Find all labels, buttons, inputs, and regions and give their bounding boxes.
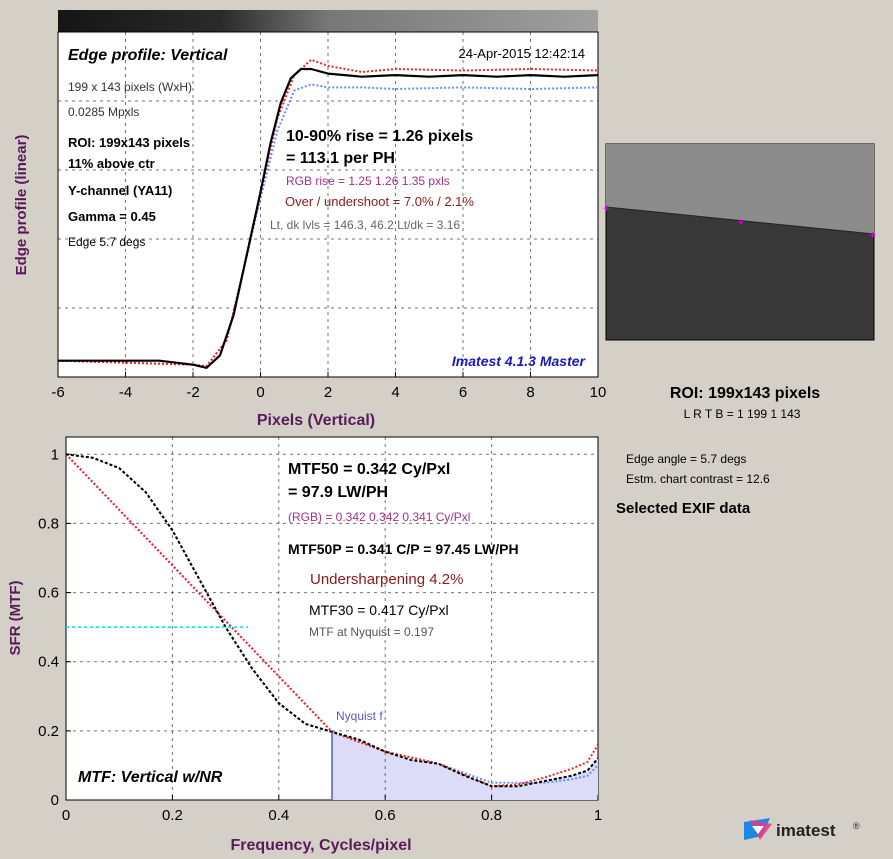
mtf-x-tick-label: 1 — [594, 807, 602, 824]
info-roi: ROI: 199x143 pixels — [68, 135, 190, 150]
roi-thumbnail: + + + — [603, 143, 876, 341]
nyquist-shaded-area — [332, 731, 598, 800]
roi-title: ROI: 199x143 pixels — [670, 385, 820, 402]
mtf-x-tick-label: 0.4 — [268, 807, 289, 824]
edge-timestamp: 24-Apr-2015 12:42:14 — [459, 46, 585, 61]
mtf-y-tick-label: 0.2 — [38, 723, 59, 740]
edge-x-tick-label: 4 — [391, 384, 399, 401]
nyquist-label: Nyquist f — [336, 709, 383, 723]
nyquist-fill — [332, 731, 598, 800]
imatest-logo-icon — [744, 818, 772, 840]
edge-red-trace — [58, 58, 598, 368]
gray-strip — [58, 10, 598, 32]
edge-title: Edge profile: Vertical — [68, 47, 228, 64]
rgb-rise-text: RGB rise = 1.25 1.26 1.35 pxls — [286, 174, 450, 188]
mtf50p-text: MTF50P = 0.341 C/P = 97.45 LW/PH — [288, 541, 519, 557]
edge-x-tick-label: -6 — [51, 384, 64, 401]
mtf-ylabel: SFR (MTF) — [7, 581, 24, 656]
chart-contrast-text: Estm. chart contrast = 12.6 — [626, 472, 770, 486]
logo-text: imatest — [776, 821, 836, 840]
info-gamma: Gamma = 0.45 — [68, 209, 156, 224]
edge-x-tick-label: 6 — [459, 384, 467, 401]
mtf-y-tick-label: 0.4 — [38, 654, 59, 671]
rgb-mtf-text: (RGB) = 0.342 0.342 0.341 Cy/Pxl — [288, 510, 470, 524]
mtf-curves — [66, 453, 598, 788]
info-above-ctr: 11% above ctr — [68, 156, 155, 171]
edge-curves — [58, 58, 598, 369]
mtf-x-tick-label: 0.2 — [162, 807, 183, 824]
edge-x-tick-label: 0 — [256, 384, 264, 401]
edge-x-tick-label: -2 — [186, 384, 199, 401]
mtf-y-tick-label: 0 — [51, 792, 59, 809]
mtf-xlabel: Frequency, Cycles/pixel — [230, 837, 411, 854]
undersharpening-text: Undersharpening 4.2% — [310, 571, 463, 588]
mtf-corner-label: MTF: Vertical w/NR — [78, 769, 223, 786]
mtf50-text-1: MTF50 = 0.342 Cy/Pxl — [288, 461, 450, 478]
mtf-grid — [66, 437, 598, 800]
mtf-y-tick-label: 0.6 — [38, 585, 59, 602]
edge-blue-trace — [58, 83, 598, 368]
roi-marker-left: + — [603, 201, 610, 215]
edge-x-tick-label: 8 — [526, 384, 534, 401]
edge-x-tick-label: 10 — [590, 384, 607, 401]
info-mpxls: 0.0285 Mpxls — [68, 105, 139, 119]
info-channel: Y-channel (YA11) — [68, 183, 172, 198]
mtf30-text: MTF30 = 0.417 Cy/Pxl — [309, 602, 449, 618]
levels-text: Lt, dk lvls = 146.3, 46.2 Lt/dk = 3.16 — [270, 218, 460, 232]
mtf-red-trace — [66, 453, 598, 788]
mtf-y-tick-label: 0.8 — [38, 515, 59, 532]
version-label: Imatest 4.1.3 Master — [452, 353, 587, 369]
edge-x-tick-label: -4 — [119, 384, 132, 401]
roi-marker-right: + — [869, 228, 876, 242]
info-dims: 199 x 143 pixels (WxH) — [68, 80, 192, 94]
mtf-luma-trace — [66, 453, 598, 788]
mtf-x-tick-label: 0.8 — [481, 807, 502, 824]
mtf-x-tick-label: 0 — [62, 807, 70, 824]
mtf-y-tick-label: 1 — [51, 446, 59, 463]
info-edge-degs: Edge 5.7 degs — [68, 235, 145, 249]
rise-text-2: = 113.1 per PH — [286, 150, 395, 167]
edge-grid — [58, 32, 598, 377]
roi-marker-center: + — [737, 215, 744, 229]
mtf50-text-2: = 97.9 LW/PH — [288, 484, 388, 501]
roi-coords: L R T B = 1 199 1 143 — [684, 407, 801, 421]
edge-ylabel: Edge profile (linear) — [13, 135, 30, 276]
logo-registered-mark: ® — [853, 821, 860, 831]
imatest-logo: imatest ® — [744, 818, 860, 840]
exif-heading: Selected EXIF data — [616, 500, 751, 517]
mtf-ticks: 0 0.2 0.4 0.6 0.8 1 0 0.2 0.4 0.6 0.8 1 — [38, 446, 602, 824]
edge-xlabel: Pixels (Vertical) — [257, 412, 375, 429]
edge-angle-text: Edge angle = 5.7 degs — [626, 452, 746, 466]
edge-x-tick-label: 2 — [324, 384, 332, 401]
rise-text-1: 10-90% rise = 1.26 pixels — [286, 128, 473, 145]
nyquist-mtf-text: MTF at Nyquist = 0.197 — [309, 625, 434, 639]
edge-luma-trace — [58, 67, 598, 369]
mtf-x-tick-label: 0.6 — [375, 807, 396, 824]
edge-x-ticks: -6 -4 -2 0 2 4 6 8 10 — [51, 372, 606, 401]
overshoot-text: Over / undershoot = 7.0% / 2.1% — [285, 194, 474, 209]
